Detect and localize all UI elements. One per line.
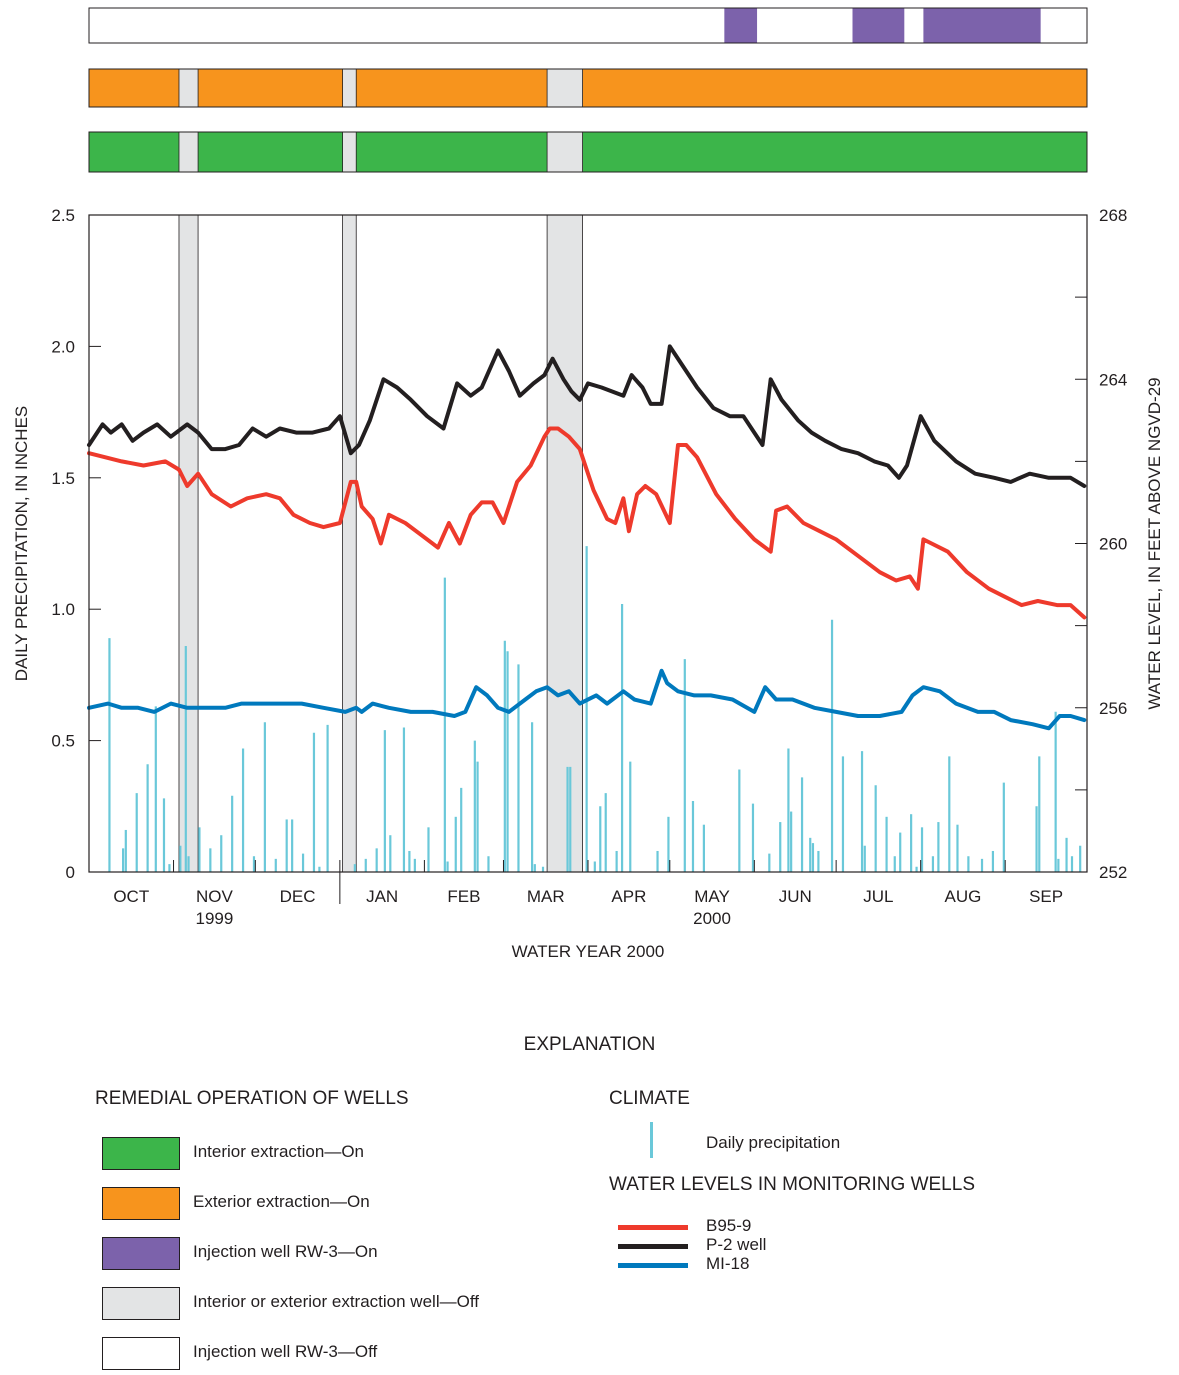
- month-label-nov: NOV: [196, 887, 234, 906]
- right-tick-label: 260: [1099, 535, 1127, 554]
- off-period-shading-3: [546, 214, 583, 873]
- injection-on-segment-3: [923, 8, 1041, 43]
- right-tick-label: 252: [1099, 863, 1127, 882]
- series-line-mi-18: [87, 668, 1087, 731]
- climate-title: CLIMATE: [609, 1088, 690, 1109]
- year-label-1999: 1999: [196, 909, 234, 928]
- left-tick-label: 1.0: [51, 600, 75, 619]
- year-label-2000: 2000: [693, 909, 731, 928]
- interior-off-segment-1: [178, 131, 199, 173]
- month-label-jun: JUN: [779, 887, 812, 906]
- precipitation-legend-mark: [650, 1122, 653, 1158]
- right-tick-label: 264: [1099, 370, 1127, 389]
- series-line-b95-9: [87, 426, 1087, 620]
- left-tick-label: 0: [66, 863, 75, 882]
- month-label-feb: FEB: [447, 887, 480, 906]
- remedial-operation-title: REMEDIAL OPERATION OF WELLS: [95, 1088, 409, 1109]
- month-label-dec: DEC: [280, 887, 316, 906]
- month-label-jul: JUL: [863, 887, 893, 906]
- interior-off-segment-3: [546, 131, 583, 173]
- injection-on-segment-2: [852, 8, 905, 43]
- water-levels-title: WATER LEVELS IN MONITORING WELLS: [609, 1174, 975, 1195]
- explanation-title: EXPLANATION: [523, 1034, 656, 1055]
- month-label-may: MAY: [694, 887, 730, 906]
- x-axis-title: WATER YEAR 2000: [512, 942, 665, 961]
- interior-extraction-bar-outline: [88, 131, 1088, 173]
- exterior-off-segment-3: [546, 68, 583, 108]
- injection-well-on-label: Injection well RW-3—On: [193, 1242, 378, 1261]
- b95-9-legend-label: B95-9: [706, 1216, 752, 1235]
- exterior-extraction-bar: [89, 69, 1087, 107]
- month-label-oct: OCT: [113, 887, 149, 906]
- explanation-legend: EXPLANATION REMEDIAL OPERATION OF WELLS …: [0, 1000, 1179, 1375]
- injection-status-bar-outline: [88, 7, 1088, 44]
- extraction-off-label: Interior or exterior extraction well—Off: [193, 1292, 479, 1311]
- injection-well-off-swatch: [102, 1337, 180, 1370]
- off-period-shading-2: [342, 214, 357, 873]
- injection-well-on-swatch: [102, 1237, 180, 1270]
- plot-frame: [88, 214, 1088, 873]
- b95-9-legend-line: [618, 1225, 688, 1230]
- precipitation-legend-label: Daily precipitation: [706, 1133, 841, 1152]
- left-tick-label: 2.5: [51, 206, 75, 225]
- left-tick-label: 2.0: [51, 337, 75, 356]
- p-2-well-legend-label: P-2 well: [706, 1235, 767, 1254]
- exterior-extraction-on-label: Exterior extraction—On: [193, 1192, 370, 1211]
- mi-18-legend-label: MI-18: [706, 1254, 750, 1273]
- p-2-well-legend-line: [618, 1244, 688, 1249]
- exterior-extraction-on-swatch: [102, 1187, 180, 1220]
- chart: 0 0.5 1.0 1.5 2.0 2.5 252 256 260 264 268 OCT NOV 199…: [12, 7, 1164, 961]
- right-tick-label: 268: [1099, 206, 1127, 225]
- extraction-off-swatch: [102, 1287, 180, 1320]
- interior-extraction-on-label: Interior extraction—On: [193, 1142, 365, 1161]
- left-tick-label: 1.5: [51, 469, 75, 488]
- right-axis-title: WATER LEVEL, IN FEET ABOVE NGVD-29: [1145, 377, 1164, 709]
- month-label-sep: SEP: [1029, 887, 1063, 906]
- mi-18-legend-line: [618, 1263, 688, 1268]
- injection-on-segment-1: [724, 8, 758, 43]
- exterior-off-segment-1: [178, 68, 199, 108]
- left-axis-title: DAILY PRECIPITATION, IN INCHES: [12, 406, 31, 682]
- series-line-p-2-well: [87, 344, 1087, 488]
- right-tick-label: 256: [1099, 699, 1127, 718]
- month-label-apr: APR: [611, 887, 646, 906]
- interior-extraction-bar: [89, 132, 1087, 172]
- off-period-shading-1: [178, 214, 199, 873]
- exterior-extraction-bar-outline: [88, 68, 1088, 108]
- month-label-aug: AUG: [945, 887, 982, 906]
- month-label-mar: MAR: [527, 887, 565, 906]
- interior-off-segment-2: [342, 131, 357, 173]
- interior-extraction-on-swatch: [102, 1137, 180, 1170]
- exterior-off-segment-2: [342, 68, 357, 108]
- injection-status-bar: [89, 8, 1087, 43]
- left-tick-label: 0.5: [51, 732, 75, 751]
- month-label-jan: JAN: [366, 887, 398, 906]
- injection-well-off-label: Injection well RW-3—Off: [193, 1342, 378, 1361]
